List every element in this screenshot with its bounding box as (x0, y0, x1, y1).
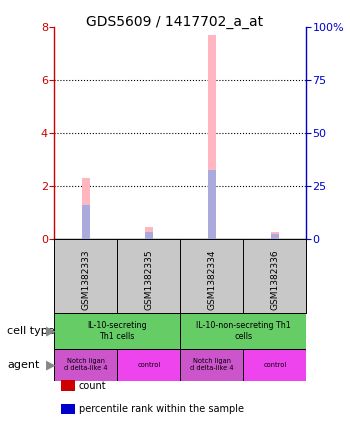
Text: ▶: ▶ (46, 324, 56, 338)
Text: agent: agent (7, 360, 39, 370)
Bar (82, 205, 90, 239)
Bar (82, 178, 90, 239)
Text: GSM1382334: GSM1382334 (207, 250, 216, 310)
Bar (243, 349, 306, 381)
Bar (54, 313, 180, 349)
Bar (54, 349, 117, 381)
Text: Notch ligan
d delta-like 4: Notch ligan d delta-like 4 (190, 358, 233, 371)
Text: control: control (263, 362, 286, 368)
Bar (180, 313, 306, 349)
Text: GSM1382333: GSM1382333 (81, 250, 90, 310)
Text: cell type: cell type (7, 326, 55, 336)
Text: IL-10-non-secreting Th1
cells: IL-10-non-secreting Th1 cells (196, 321, 290, 341)
Bar (180, 349, 243, 381)
Text: GSM1382336: GSM1382336 (270, 250, 279, 310)
Bar (117, 349, 180, 381)
Bar (271, 234, 279, 239)
Text: GSM1382335: GSM1382335 (144, 250, 153, 310)
Text: percentile rank within the sample: percentile rank within the sample (79, 404, 244, 414)
Text: ▶: ▶ (46, 358, 56, 371)
Text: count: count (79, 381, 106, 391)
Text: IL-10-secreting
Th1 cells: IL-10-secreting Th1 cells (88, 321, 147, 341)
Text: Notch ligan
d delta-like 4: Notch ligan d delta-like 4 (64, 358, 107, 371)
Bar (145, 227, 153, 239)
Bar (271, 232, 279, 239)
Text: control: control (137, 362, 160, 368)
Bar (208, 36, 216, 239)
Bar (208, 170, 216, 239)
Bar (145, 232, 153, 239)
Text: GDS5609 / 1417702_a_at: GDS5609 / 1417702_a_at (86, 15, 264, 29)
